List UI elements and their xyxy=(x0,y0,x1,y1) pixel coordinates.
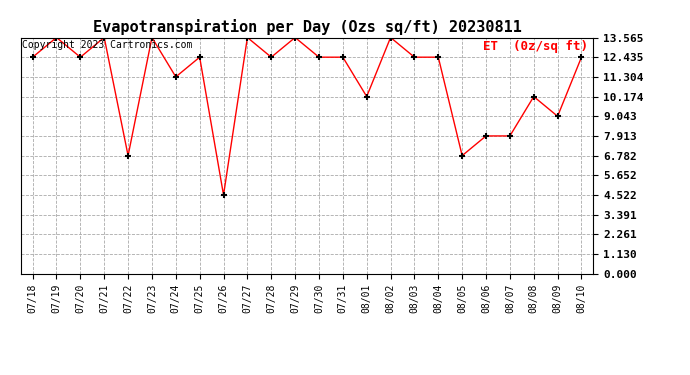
Title: Evapotranspiration per Day (Ozs sq/ft) 20230811: Evapotranspiration per Day (Ozs sq/ft) 2… xyxy=(92,19,522,35)
Text: Copyright 2023 Cartronics.com: Copyright 2023 Cartronics.com xyxy=(22,40,193,50)
Text: ET  (0z/sq ft): ET (0z/sq ft) xyxy=(483,40,588,53)
